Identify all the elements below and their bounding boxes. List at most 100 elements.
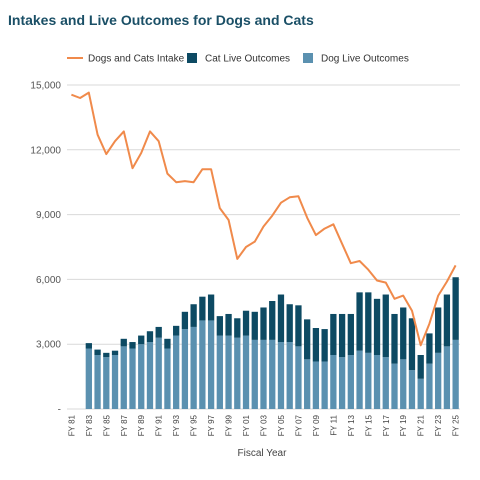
bar-dog-live-outcomes (330, 355, 337, 409)
x-tick-label: FY 83 (85, 414, 94, 436)
bar-cat-live-outcomes (155, 326, 162, 338)
bar-cat-live-outcomes (286, 304, 293, 343)
bar-dog-live-outcomes (216, 335, 223, 409)
bar-cat-live-outcomes (391, 313, 398, 364)
bar-dog-live-outcomes (146, 342, 154, 409)
y-tick-label: 15,000 (30, 81, 61, 92)
bar-dog-live-outcomes (443, 346, 451, 409)
chart-title: Intakes and Live Outcomes for Dogs and C… (8, 12, 314, 28)
bar-cat-live-outcomes (373, 298, 381, 355)
legend-label: Dogs and Cats Intake (88, 54, 185, 65)
bar-dog-live-outcomes (347, 355, 354, 409)
x-tick-label: FY 97 (207, 414, 216, 436)
bar-dog-live-outcomes (269, 339, 276, 409)
bar-cat-live-outcomes (365, 292, 372, 353)
bar-cat-live-outcomes (269, 301, 276, 340)
axis-layer: - 3,000 6,000 9,000 12,000 15,000 FY 81 FY 83 FY… (30, 81, 460, 437)
bar-cat-live-outcomes (138, 335, 145, 345)
y-tick-label: 3,000 (36, 340, 61, 351)
bar-dog-live-outcomes (173, 335, 180, 409)
bar-cat-live-outcomes (443, 294, 451, 347)
bar-dog-live-outcomes (391, 363, 398, 409)
x-tick-label: FY 13 (347, 414, 356, 436)
x-tick-label: FY 15 (364, 414, 373, 436)
bar-dog-live-outcomes (242, 335, 250, 409)
y-tick-label: 6,000 (36, 275, 61, 286)
bar-dog-live-outcomes (85, 348, 92, 409)
bar-dog-live-outcomes (338, 357, 346, 409)
bar-dog-live-outcomes (408, 370, 416, 409)
bar-cat-live-outcomes (129, 342, 136, 349)
bar-dog-live-outcomes (286, 342, 293, 409)
bar-cat-live-outcomes (94, 349, 101, 355)
bar-cat-live-outcomes (242, 310, 250, 336)
legend-swatch-box (187, 53, 197, 63)
x-tick-label: FY 01 (242, 414, 251, 436)
x-tick-label: FY 87 (120, 414, 129, 436)
x-tick-label: FY 05 (277, 414, 286, 436)
bar-dog-live-outcomes (426, 363, 433, 409)
x-axis-label: Fiscal Year (238, 448, 288, 459)
bar-cat-live-outcomes (452, 277, 459, 340)
bar-dog-live-outcomes (356, 350, 363, 409)
bar-cat-live-outcomes (251, 311, 258, 340)
legend-swatch-box (303, 53, 313, 63)
bar-cat-live-outcomes (85, 343, 92, 349)
line-layer (71, 91, 457, 347)
bar-cat-live-outcomes (312, 328, 320, 362)
bar-cat-live-outcomes (400, 307, 407, 360)
bar-dog-live-outcomes (181, 329, 189, 409)
x-tick-label: FY 07 (294, 414, 303, 436)
x-tick-label: FY 81 (67, 414, 76, 436)
bar-dog-live-outcomes (452, 339, 459, 409)
line-dogs-and-cats-intake (71, 91, 457, 347)
x-tick-label: FY 19 (399, 414, 408, 436)
bar-cat-live-outcomes (225, 313, 232, 336)
legend-label: Dog Live Outcomes (321, 54, 409, 65)
bar-dog-live-outcomes (321, 361, 328, 409)
x-tick-label: FY 95 (190, 414, 199, 436)
bar-dog-live-outcomes (164, 348, 171, 409)
x-tick-label: FY 25 (452, 414, 461, 436)
x-tick-label: FY 17 (382, 414, 391, 436)
legend-label: Cat Live Outcomes (205, 54, 290, 65)
y-tick-label: - (58, 405, 61, 416)
x-tick-label: FY 09 (312, 414, 321, 436)
bar-cat-live-outcomes (304, 319, 311, 360)
bar-dog-live-outcomes (435, 352, 442, 409)
bar-cat-live-outcomes (435, 307, 442, 353)
bar-cat-live-outcomes (164, 338, 171, 349)
x-tick-label: FY 23 (434, 414, 443, 436)
bar-cat-live-outcomes (417, 355, 424, 379)
bar-dog-live-outcomes (138, 344, 145, 409)
x-tick-label: FY 91 (155, 414, 164, 436)
bar-cat-live-outcomes (216, 316, 223, 336)
x-tick-label: FY 03 (260, 414, 269, 436)
bar-dog-live-outcomes (190, 326, 197, 409)
bar-dog-live-outcomes (129, 348, 136, 409)
x-tick-label: FY 11 (329, 414, 338, 435)
bar-cat-live-outcomes (111, 350, 119, 355)
bar-dog-live-outcomes (295, 346, 302, 409)
bar-dog-live-outcomes (304, 359, 311, 409)
bar-cat-live-outcomes (330, 313, 337, 355)
bar-cat-live-outcomes (120, 338, 127, 347)
bar-cat-live-outcomes (356, 292, 363, 351)
bar-dog-live-outcomes (251, 339, 258, 409)
y-tick-label: 12,000 (30, 145, 61, 156)
bar-cat-live-outcomes (103, 352, 110, 358)
x-tick-label: FY 21 (417, 414, 426, 436)
bar-cat-live-outcomes (146, 331, 154, 343)
x-tick-label: FY 99 (225, 414, 234, 436)
bar-cat-live-outcomes (173, 325, 180, 336)
bar-cat-live-outcomes (426, 333, 433, 364)
bar-cat-live-outcomes (408, 318, 416, 371)
bar-dog-live-outcomes (400, 359, 407, 409)
bar-cat-live-outcomes (181, 311, 189, 330)
bar-cat-live-outcomes (277, 294, 285, 343)
bar-dog-live-outcomes (373, 355, 381, 409)
bar-cat-live-outcomes (260, 307, 267, 340)
bar-dog-live-outcomes (120, 346, 127, 409)
bar-dog-live-outcomes (155, 337, 162, 409)
